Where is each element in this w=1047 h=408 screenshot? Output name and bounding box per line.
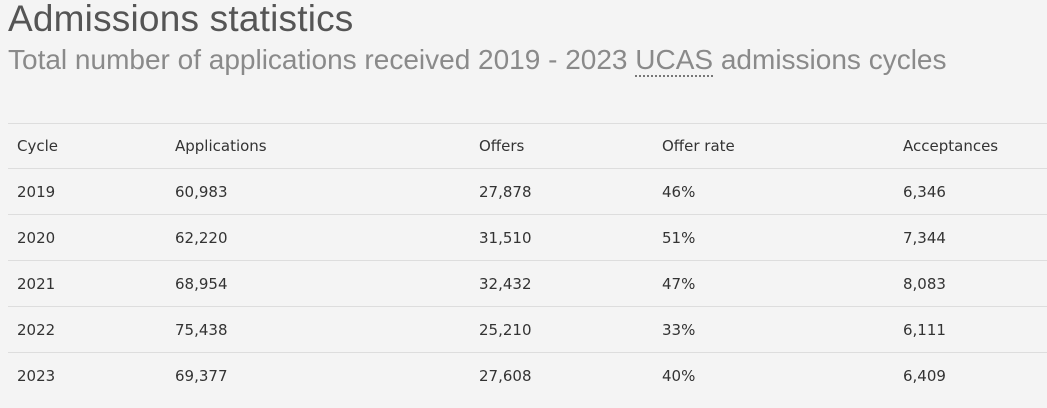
table-cell: 40% [653,352,894,398]
table-row: 2020 62,220 31,510 51% 7,344 [8,214,1047,261]
column-header: Cycle [8,123,166,169]
table-cell: 2021 [8,260,166,307]
column-header: Offers [470,123,653,169]
column-header: Acceptances [894,123,1047,169]
table-cell: 25,210 [470,306,653,353]
table-cell: 60,983 [166,168,470,215]
subtitle-text: admissions cycles [720,44,947,75]
table-cell: 32,432 [470,260,653,307]
table-cell: 6,346 [894,168,1047,215]
table-row: 2019 60,983 27,878 46% 6,346 [8,168,1047,215]
table-cell: 46% [653,168,894,215]
table-cell: 62,220 [166,214,470,261]
table-cell: 75,438 [166,306,470,353]
table-cell: 51% [653,214,894,261]
table-cell: 2020 [8,214,166,261]
table-cell: 27,608 [470,352,653,398]
table-row: 2022 75,438 25,210 33% 6,111 [8,306,1047,353]
header-row: Cycle Applications Offers Offer rate Accepta… [8,123,1047,169]
page-title: Admissions statistics [8,0,354,39]
table-cell: 7,344 [894,214,1047,261]
table-cell: 27,878 [470,168,653,215]
stats-table: Cycle Applications Offers Offer rate Accepta… [8,123,1047,398]
table-cell: 2022 [8,306,166,353]
column-header: Offer rate [653,123,894,169]
column-header: Applications [166,123,470,169]
table-cell: 6,111 [894,306,1047,353]
table-row: 2023 69,377 27,608 40% 6,409 [8,352,1047,398]
table-cell: 2019 [8,168,166,215]
table-cell: 31,510 [470,214,653,261]
table-body: 2019 60,983 27,878 46% 6,346 2020 62,220 31,510… [8,168,1047,398]
table-cell: 69,377 [166,352,470,398]
abbreviation[interactable]: UCAS [635,44,714,77]
table-cell: 8,083 [894,260,1047,307]
subtitle-text: Total number of applications received 20… [8,44,628,75]
table-cell: 6,409 [894,352,1047,398]
table-cell: 2023 [8,352,166,398]
page-subtitle: Total number of applications received 20… [8,44,947,77]
table-cell: 47% [653,260,894,307]
table-cell: 68,954 [166,260,470,307]
table-row: 2021 68,954 32,432 47% 8,083 [8,260,1047,307]
table-cell: 33% [653,306,894,353]
